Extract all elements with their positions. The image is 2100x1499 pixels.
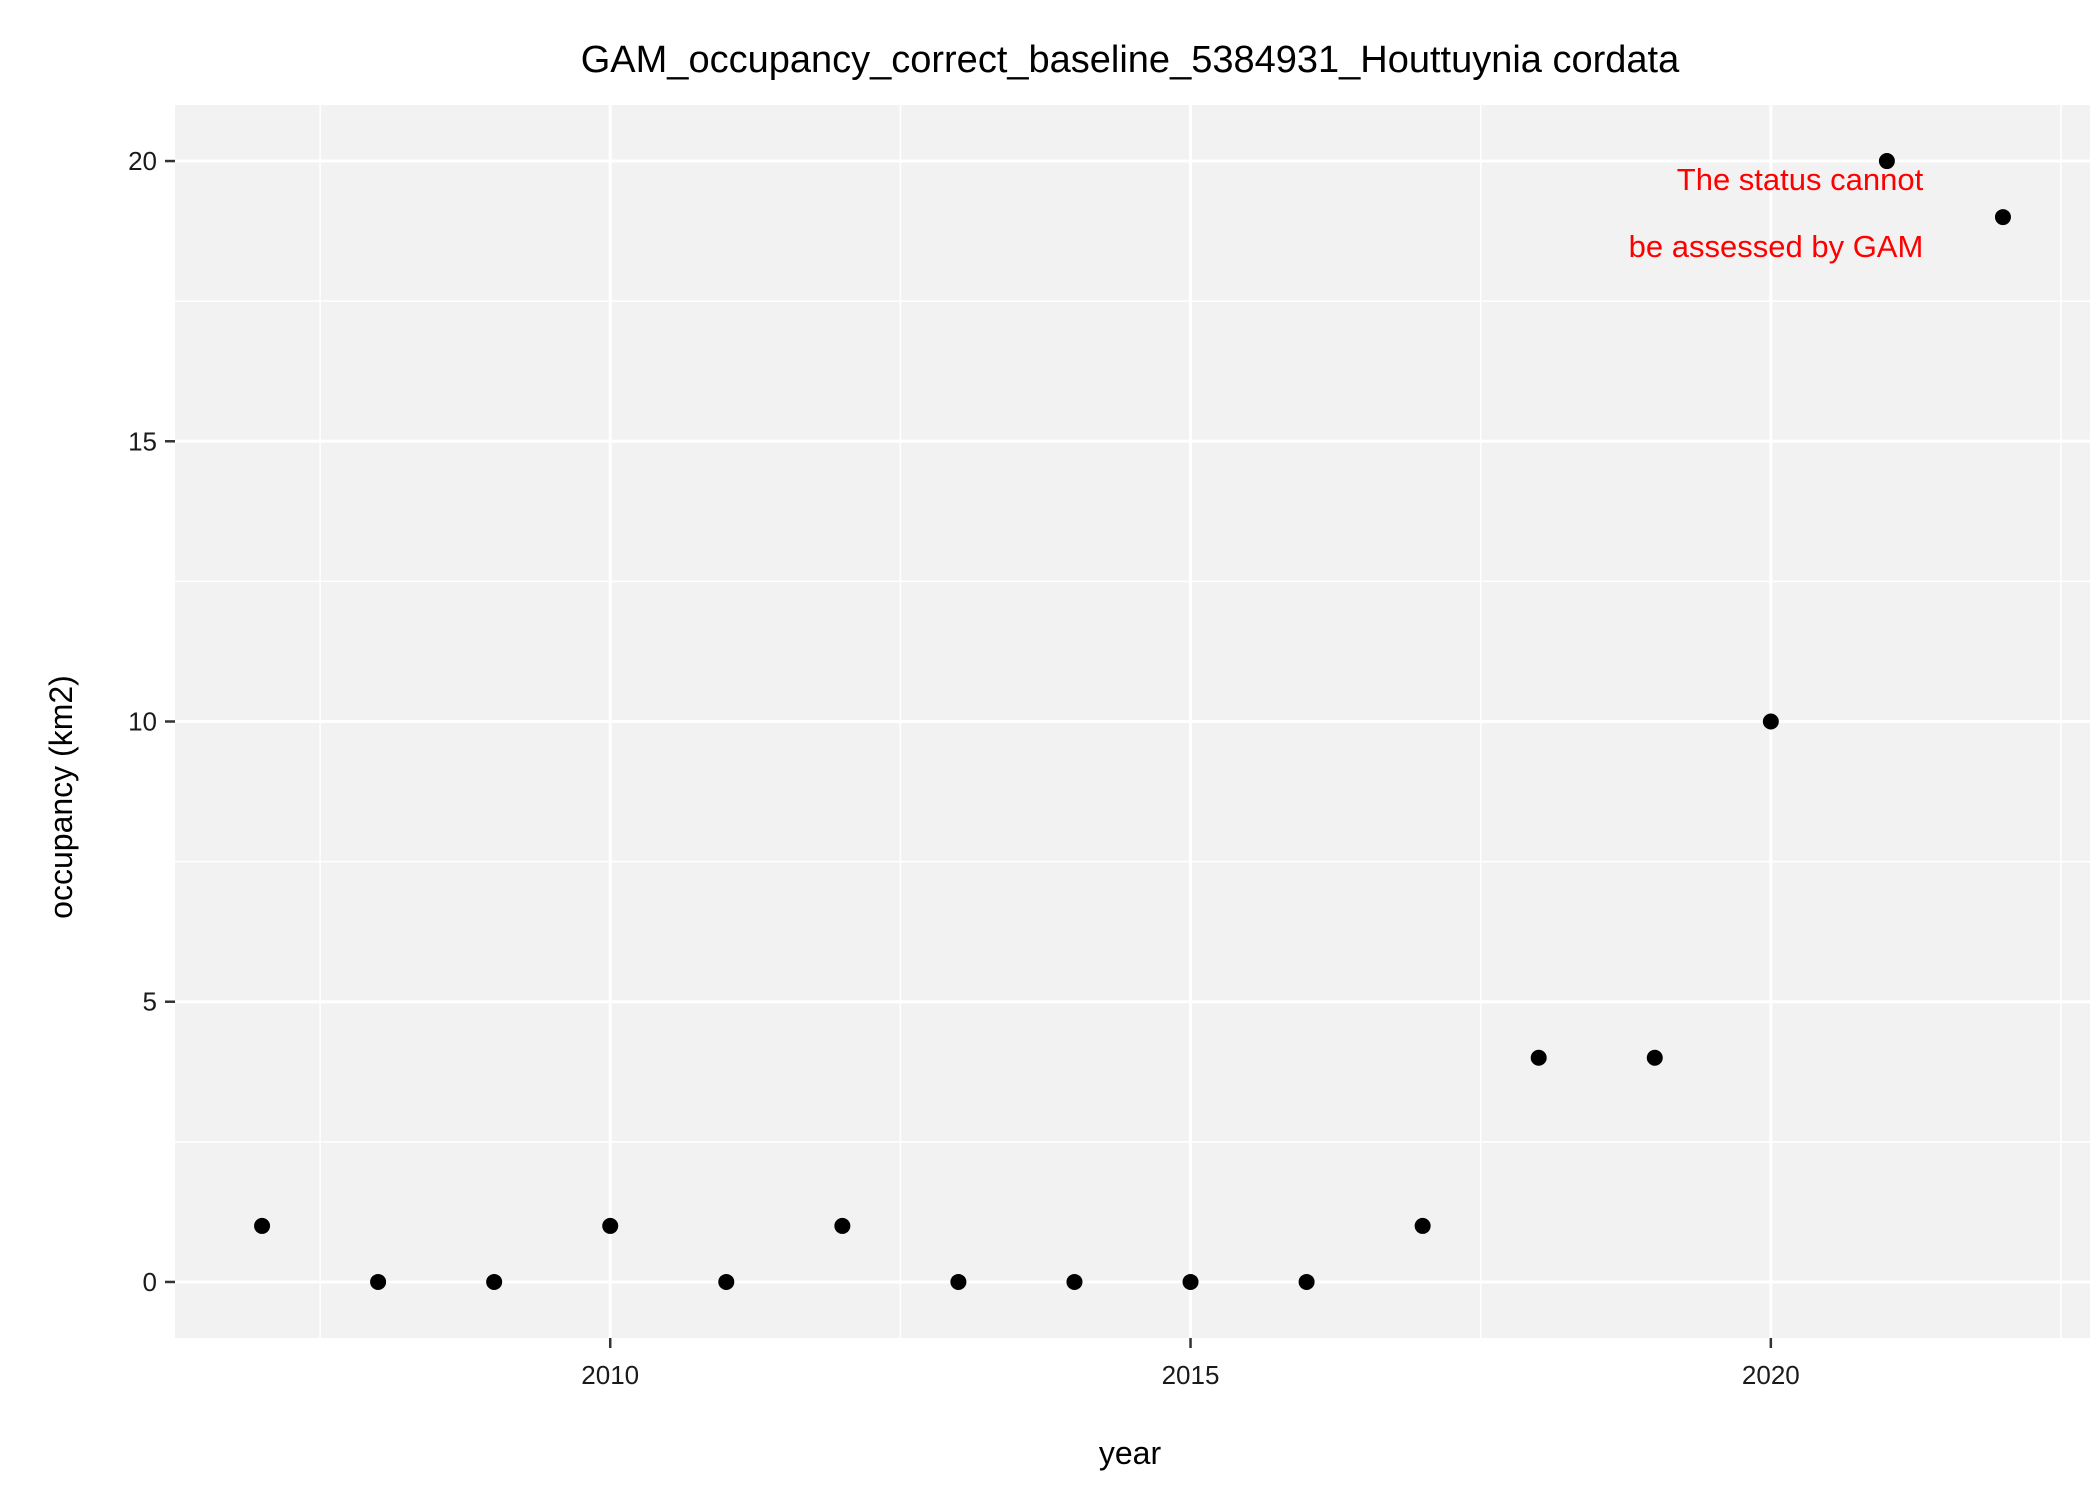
x-tick-label-2: 2020 <box>1742 1360 1800 1390</box>
data-point-2022 <box>1994 209 2011 226</box>
y-axis-title: occupancy (km2) <box>43 675 79 919</box>
x-axis: 2010 2015 2020 <box>581 1338 1800 1390</box>
y-tick-label-2: 10 <box>128 707 157 737</box>
x-axis-title: year <box>1099 1435 1162 1471</box>
data-point-2012 <box>834 1217 851 1234</box>
y-tick-label-3: 15 <box>128 426 157 456</box>
data-point-2010 <box>602 1217 619 1234</box>
y-tick-label-0: 0 <box>143 1267 157 1297</box>
y-axis: 0 5 10 15 20 <box>128 146 175 1297</box>
x-tick-label-0: 2010 <box>581 1360 639 1390</box>
data-point-2019 <box>1646 1049 1663 1066</box>
y-tick-label-1: 5 <box>143 987 157 1017</box>
y-tick-label-4: 20 <box>128 146 157 176</box>
chart-title: GAM_occupancy_correct_baseline_5384931_H… <box>581 39 1680 81</box>
data-point-2009 <box>486 1273 503 1290</box>
data-point-2013 <box>950 1273 967 1290</box>
data-point-2015 <box>1182 1273 1199 1290</box>
data-point-2017 <box>1414 1217 1431 1234</box>
data-point-2008 <box>370 1273 387 1290</box>
x-tick-label-1: 2015 <box>1162 1360 1220 1390</box>
data-point-2007 <box>254 1217 271 1234</box>
data-point-2016 <box>1298 1273 1315 1290</box>
data-point-2020 <box>1762 713 1779 730</box>
annotation-line-2: be assessed by GAM <box>1629 229 1924 264</box>
data-point-2011 <box>718 1273 735 1290</box>
data-point-2021 <box>1878 153 1895 170</box>
data-points <box>254 153 2011 1290</box>
data-point-2014 <box>1066 1273 1083 1290</box>
data-point-2018 <box>1530 1049 1547 1066</box>
annotation: The status cannot be assessed by GAM <box>1629 162 1924 264</box>
annotation-line-1: The status cannot <box>1677 162 1924 197</box>
